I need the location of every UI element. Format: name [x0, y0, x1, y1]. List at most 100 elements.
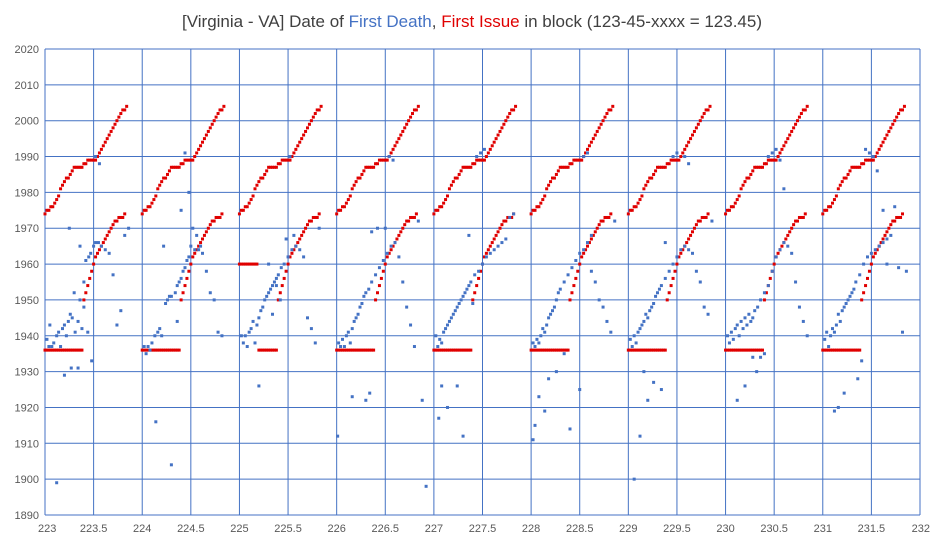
first-issue-point	[247, 201, 251, 205]
first-issue-point	[263, 172, 267, 176]
first-issue-point	[282, 158, 286, 162]
first-issue-point	[626, 212, 630, 216]
first-issue-point	[76, 348, 80, 352]
first-issue-point	[447, 348, 451, 352]
first-issue-point	[401, 129, 405, 133]
first-death-point	[59, 345, 63, 349]
first-issue-point	[49, 205, 53, 209]
first-death-point	[387, 155, 391, 159]
first-issue-point	[510, 215, 514, 219]
y-tick-label: 1980	[15, 187, 39, 199]
first-issue-point	[274, 165, 278, 169]
first-issue-point	[193, 251, 197, 255]
first-issue-point	[55, 198, 59, 202]
first-death-point	[298, 248, 302, 252]
first-death-point	[582, 248, 586, 252]
first-death-point	[766, 284, 770, 288]
x-tick-label: 227.5	[469, 523, 497, 535]
first-death-point	[650, 305, 654, 309]
first-issue-point	[57, 194, 61, 198]
first-issue-point	[298, 140, 302, 144]
first-issue-point	[101, 241, 105, 245]
first-death-point	[341, 337, 344, 341]
first-issue-point	[794, 122, 798, 126]
first-issue-point	[146, 205, 150, 209]
first-death-point	[463, 291, 467, 295]
first-issue-point	[107, 230, 111, 234]
first-death-point	[389, 244, 393, 248]
first-issue-point	[879, 241, 883, 245]
first-issue-point	[156, 187, 160, 191]
first-death-point	[185, 258, 189, 262]
first-issue-point	[687, 237, 691, 241]
first-issue-point	[302, 230, 306, 234]
first-issue-point	[772, 262, 776, 266]
first-issue-point	[341, 205, 344, 209]
first-issue-point	[774, 158, 778, 162]
first-death-point	[636, 330, 640, 334]
first-issue-point	[218, 108, 222, 112]
first-issue-point	[350, 187, 354, 191]
first-death-point	[556, 291, 560, 295]
first-death-point	[84, 258, 88, 262]
first-issue-point	[471, 298, 475, 302]
first-death-point	[844, 302, 848, 306]
first-issue-point	[76, 165, 80, 169]
first-issue-point	[197, 244, 201, 248]
first-issue-point	[696, 219, 700, 223]
first-death-point	[96, 241, 100, 245]
first-issue-point	[162, 176, 166, 180]
first-issue-point	[436, 208, 440, 212]
first-death-point	[852, 287, 856, 291]
first-issue-point	[747, 348, 751, 352]
first-death-point	[444, 327, 448, 331]
first-issue-point	[372, 165, 376, 169]
first-issue-point	[481, 158, 484, 162]
first-issue-point	[753, 165, 757, 169]
first-death-point	[362, 294, 366, 298]
first-issue-point	[440, 348, 444, 352]
first-death-point	[508, 215, 512, 219]
first-issue-point	[724, 348, 728, 352]
first-issue-point	[201, 237, 204, 241]
first-issue-point	[498, 129, 502, 133]
first-issue-point	[607, 108, 611, 112]
first-issue-point	[669, 158, 673, 162]
first-issue-point	[366, 165, 370, 169]
first-issue-point	[885, 230, 889, 234]
first-issue-point	[455, 348, 459, 352]
first-issue-point	[640, 194, 644, 198]
first-issue-point	[208, 223, 212, 227]
first-death-point	[778, 248, 782, 252]
first-issue-point	[700, 115, 704, 119]
first-death-point	[601, 305, 605, 309]
first-issue-point	[694, 126, 698, 130]
first-issue-point	[377, 158, 381, 162]
first-issue-point	[86, 284, 90, 288]
first-death-point	[790, 251, 794, 255]
first-death-point	[482, 147, 486, 151]
first-death-point	[111, 273, 115, 277]
first-issue-point	[344, 201, 348, 205]
first-issue-point	[757, 165, 761, 169]
first-death-point	[294, 244, 298, 248]
first-issue-point	[823, 348, 827, 352]
first-issue-point	[749, 172, 753, 176]
first-issue-point	[344, 348, 348, 352]
first-issue-point	[632, 205, 636, 209]
first-issue-point	[337, 348, 341, 352]
first-issue-point	[852, 348, 856, 352]
first-issue-point	[766, 158, 770, 162]
first-issue-point	[669, 284, 673, 288]
first-issue-point	[302, 133, 306, 137]
first-issue-point	[727, 208, 731, 212]
first-issue-point	[446, 194, 449, 198]
first-death-point	[545, 323, 549, 327]
first-issue-point	[123, 108, 127, 112]
first-death-point	[648, 309, 652, 313]
first-death-point	[774, 147, 778, 151]
first-death-point	[652, 380, 656, 384]
first-issue-point	[895, 215, 899, 219]
first-issue-point	[901, 212, 904, 216]
first-issue-point	[595, 129, 599, 133]
